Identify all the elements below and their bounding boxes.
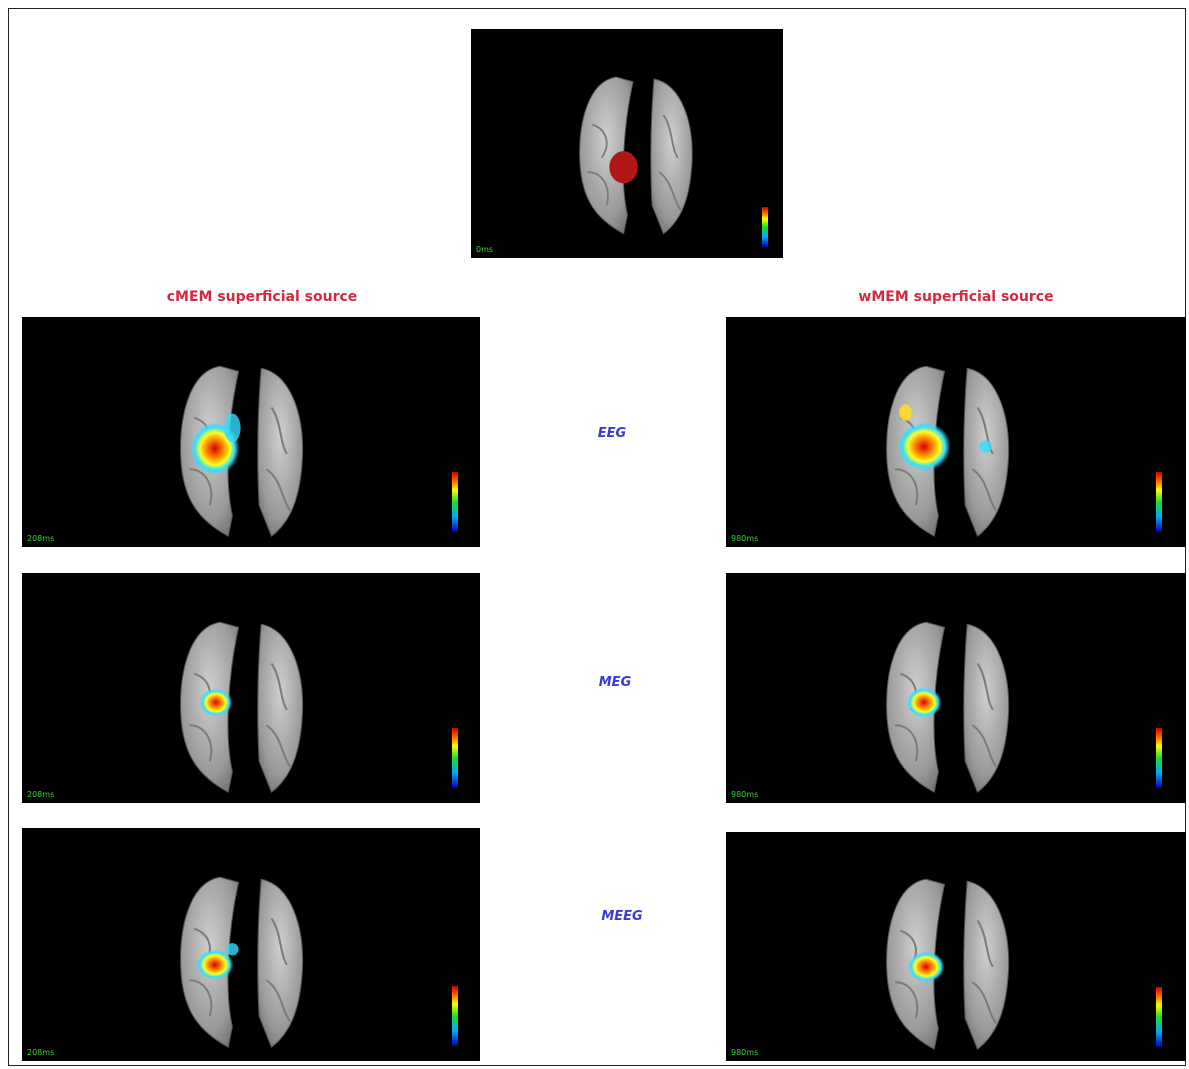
modality-label-meeg: MEEG <box>601 909 643 924</box>
time-label: 208ms <box>27 1048 55 1057</box>
cmem-title: cMEM superficial source <box>166 289 358 305</box>
modality-label-meg: MEG <box>598 675 632 690</box>
cmem-meg-panel: 208ms <box>22 573 480 803</box>
colorbar <box>1156 987 1162 1047</box>
wmem-meeg-panel: 980ms <box>726 832 1186 1061</box>
wmem-meg-panel: 980ms <box>726 573 1186 803</box>
cmem-eeg-panel: 208ms <box>22 317 480 547</box>
colorbar <box>1156 472 1162 532</box>
wmem-eeg-panel: 980ms <box>726 317 1186 547</box>
time-label: 980ms <box>731 790 759 799</box>
brain-image <box>179 876 458 1049</box>
modality-label-eeg: EEG <box>597 426 627 441</box>
time-label: 980ms <box>731 1048 759 1057</box>
brain-image <box>885 621 1162 794</box>
colorbar <box>1156 728 1162 788</box>
time-label: 208ms <box>27 790 55 799</box>
colorbar <box>452 986 458 1046</box>
brain-image <box>885 878 1162 1051</box>
time-label: 980ms <box>731 534 759 543</box>
brain-image <box>179 365 458 538</box>
brain-image <box>885 365 1162 538</box>
colorbar <box>452 728 458 788</box>
brain-image <box>179 621 458 794</box>
time-label: 208ms <box>27 534 55 543</box>
time-label: 0ms <box>476 245 494 254</box>
cmem-meeg-panel: 208ms <box>22 828 480 1061</box>
wmem-title: wMEM superficial source <box>858 289 1054 305</box>
colorbar <box>762 207 768 247</box>
brain-image <box>578 76 768 247</box>
colorbar <box>452 472 458 532</box>
simulated-source-panel: 0ms <box>471 29 783 258</box>
